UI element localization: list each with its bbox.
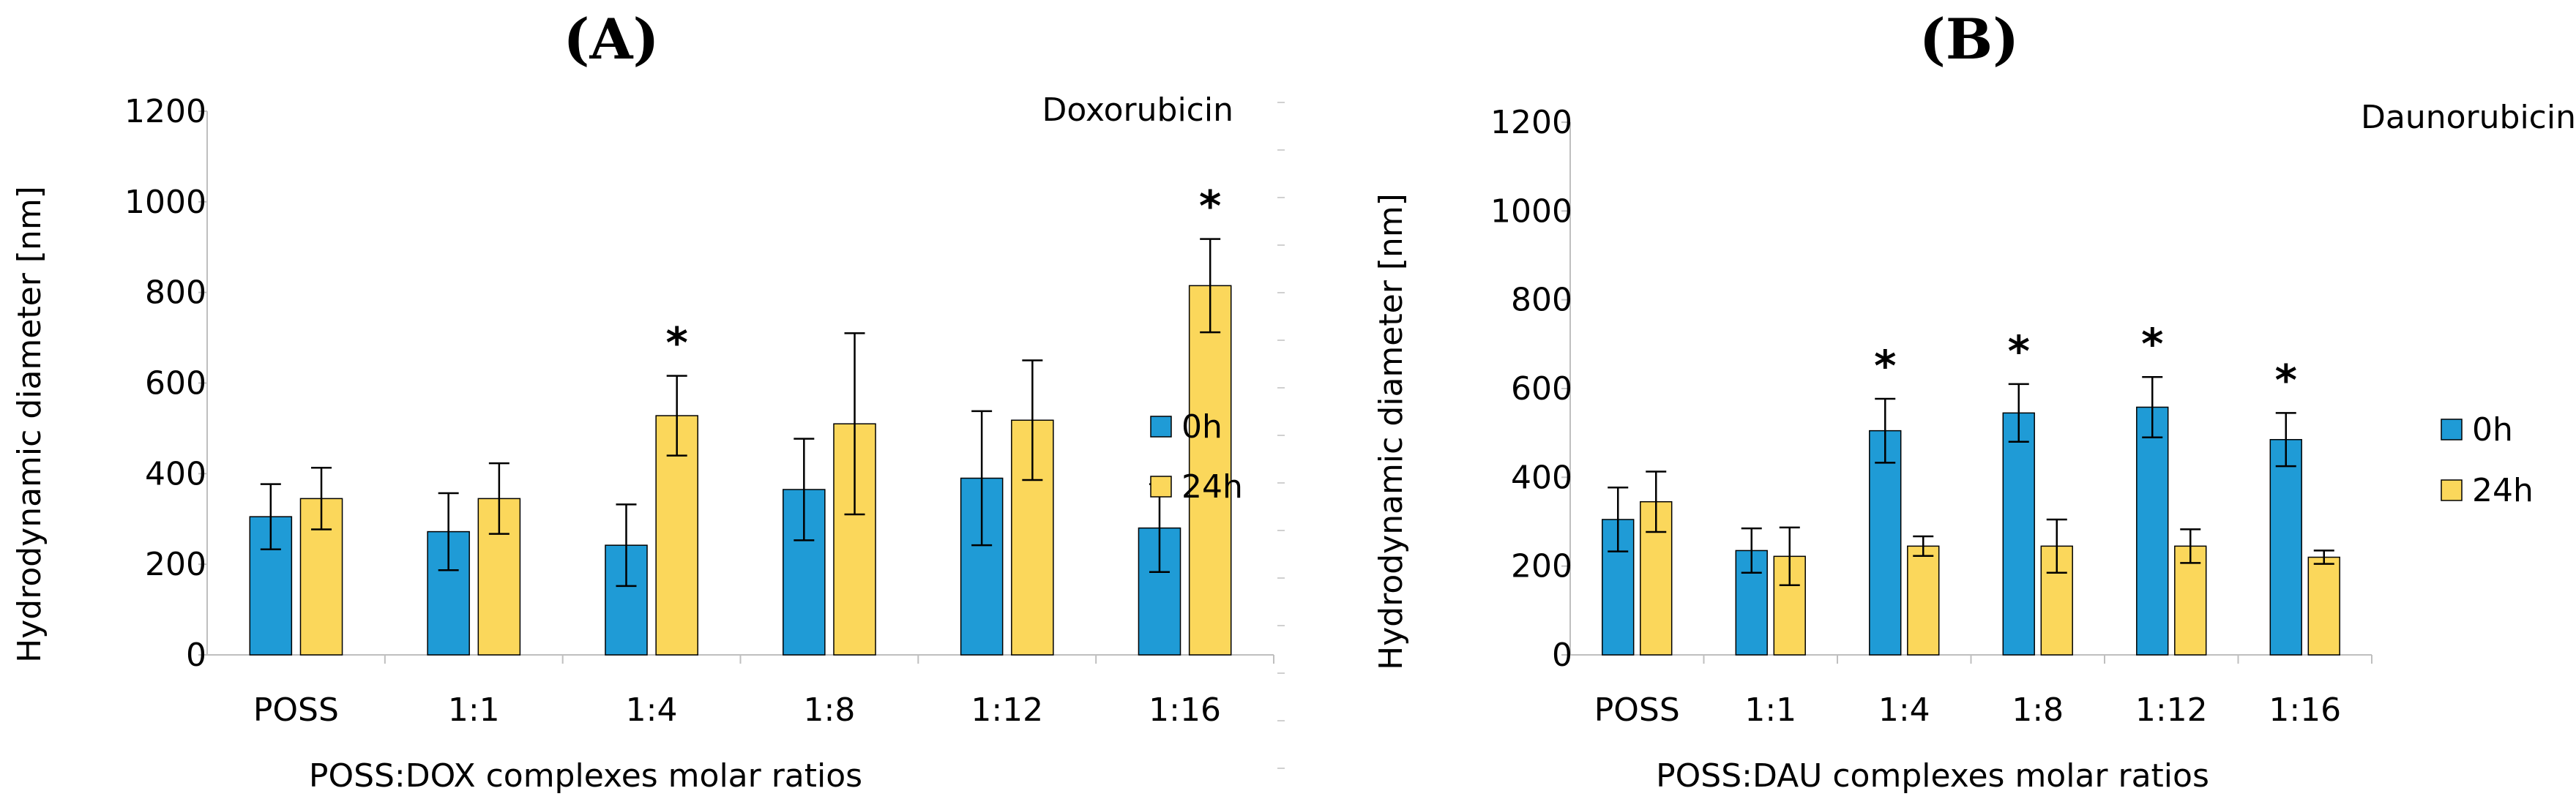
panel-b-x-tick-label: 1:1: [1744, 691, 1796, 729]
panel-a-y-tick-label: 400: [145, 455, 206, 492]
panel-b-x-tick-label: 1:8: [2012, 691, 2064, 729]
panel-b-chart-title: Daunorubicin: [2361, 99, 2576, 136]
panel-a-y-tick-label: 200: [145, 546, 206, 583]
panel-b-y-tick-label: 200: [1511, 548, 1572, 585]
panel-a-legend: 0h 24h: [1150, 408, 1243, 506]
panel-b-legend-label: 24h: [2472, 472, 2534, 509]
panel-b-y-tick-label: 400: [1511, 459, 1572, 496]
panel-a-significance-star: *: [666, 318, 688, 368]
panel-b-axes: 0 200 400 600 800 1000 1200 POSS 1:1 1:4 1:8 1:12 1:…: [1490, 104, 2372, 729]
panel-a: (A) Doxorubicin Hydrodynamic diameter [n…: [11, 7, 1274, 795]
panel-b-legend-swatch-0h: [2441, 419, 2463, 440]
panel-b-bar-24h: [1907, 545, 1940, 656]
panel-a-legend-swatch-24h: [1150, 476, 1172, 498]
panel-a-chart-title: Doxorubicin: [1042, 91, 1234, 129]
panel-b-legend-swatch-24h: [2441, 479, 2463, 501]
panel-divider: [1277, 102, 1285, 769]
panel-a-x-tick-label: 1:8: [804, 691, 856, 729]
panel-a-legend-label: 24h: [1181, 468, 1243, 506]
panel-b-y-tick-label: 600: [1511, 370, 1572, 408]
panel-a-bar-24h: [1188, 285, 1232, 656]
panel-b-x-tick-label: 1:16: [2269, 691, 2341, 729]
panel-a-axes: 0 200 400 600 800 1000 1200 POSS 1:1 1:4 1:8 1:12 1:…: [124, 93, 1274, 729]
panel-b-legend-label: 0h: [2472, 411, 2513, 449]
panel-b-bar-24h: [2174, 545, 2207, 656]
panel-a-x-axis-title: POSS:DOX complexes molar ratios: [309, 757, 862, 795]
panel-b: (B) Daunorubicin Hydrodynamic diameter […: [1373, 7, 2576, 795]
panel-a-legend-label: 0h: [1181, 408, 1222, 446]
panel-b-bars: * * * *: [1602, 319, 2340, 656]
panel-a-significance-star: *: [1199, 181, 1221, 231]
panel-a-x-tick-label: 1:12: [971, 691, 1043, 729]
panel-a-y-axis-title: Hydrodynamic diameter [nm]: [11, 186, 48, 663]
panel-a-bars: **: [249, 181, 1232, 656]
panel-a-y-tick-label: 600: [145, 365, 206, 402]
panel-b-y-tick-label: 800: [1511, 282, 1572, 319]
panel-a-x-tick-label: 1:16: [1149, 691, 1221, 729]
panel-b-significance-star: *: [2008, 326, 2030, 376]
panel-a-y-tick-label: 1200: [124, 93, 206, 130]
panel-b-label: (B): [1919, 7, 2019, 72]
panel-b-bar-0h: [1869, 430, 1902, 656]
panel-b-bar-0h: [2136, 406, 2169, 656]
panel-b-significance-star: *: [2141, 319, 2163, 369]
panel-b-bar-24h: [2307, 556, 2340, 656]
panel-b-y-tick-label: 1200: [1490, 104, 1572, 141]
panel-a-y-tick-label: 0: [186, 637, 206, 674]
panel-b-y-tick-label: 0: [1552, 637, 1572, 674]
panel-a-x-tick-label: POSS: [253, 691, 339, 729]
panel-b-x-tick-label: 1:4: [1878, 691, 1930, 729]
panel-a-x-tick-label: 1:4: [626, 691, 678, 729]
panel-a-x-tick-label: 1:1: [448, 691, 500, 729]
panel-b-significance-star: *: [1874, 341, 1896, 391]
panel-b-bar-0h: [2269, 439, 2302, 656]
panel-b-y-tick-label: 1000: [1490, 192, 1572, 230]
panel-b-x-tick-label: POSS: [1594, 691, 1680, 729]
panel-a-legend-swatch-0h: [1150, 416, 1172, 438]
panel-b-x-axis-title: POSS:DAU complexes molar ratios: [1656, 757, 2209, 795]
panel-b-legend: 0h 24h: [2441, 411, 2534, 509]
panel-b-significance-star: *: [2275, 355, 2297, 405]
panel-a-label: (A): [564, 7, 660, 72]
panel-b-x-tick-label: 1:12: [2135, 691, 2208, 729]
panel-a-y-tick-label: 800: [145, 274, 206, 312]
panel-b-y-axis-title: Hydrodynamic diameter [nm]: [1373, 193, 1410, 670]
panel-a-y-tick-label: 1000: [124, 184, 206, 221]
panel-b-bar-0h: [2002, 412, 2035, 656]
